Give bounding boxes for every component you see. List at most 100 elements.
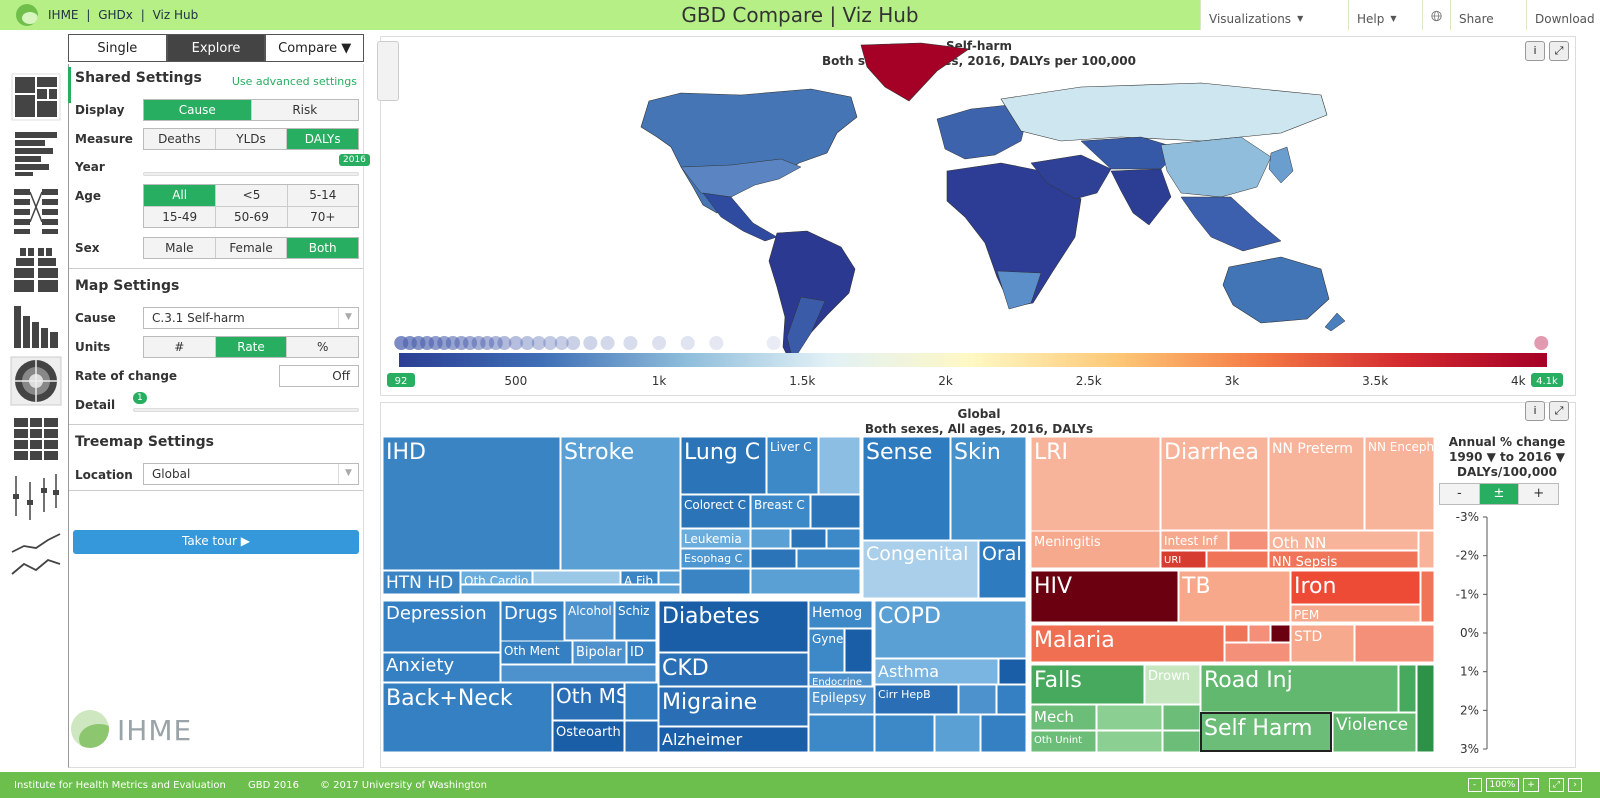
treemap-cell-migraine[interactable]: Migraine bbox=[658, 686, 809, 727]
treemap-cell-htnhd[interactable]: HTN HD bbox=[382, 570, 461, 595]
tab-compare[interactable]: Compare ▼ bbox=[265, 34, 365, 62]
treemap-cell-meningitis[interactable]: Meningitis bbox=[1030, 530, 1161, 569]
sex-male-option[interactable]: Male bbox=[165, 241, 194, 255]
treemap-cell[interactable] bbox=[1228, 530, 1269, 551]
treemap-cell[interactable] bbox=[874, 714, 935, 753]
treemap-cell-falls[interactable]: Falls bbox=[1030, 664, 1145, 705]
treemap-cell-diabetes[interactable]: Diabetes bbox=[658, 600, 809, 653]
treemap-cell-copd[interactable]: COPD bbox=[874, 600, 1027, 659]
help-menu[interactable]: Help ▼ bbox=[1348, 0, 1422, 30]
treemap-cell[interactable] bbox=[1206, 550, 1269, 569]
treemap-cell[interactable] bbox=[1162, 704, 1201, 731]
treemap-cell[interactable] bbox=[680, 568, 751, 595]
heatmap-viz-icon[interactable] bbox=[10, 414, 62, 464]
treemap-cell[interactable] bbox=[1420, 570, 1435, 623]
treemap-cell-ihd[interactable]: IHD bbox=[382, 436, 561, 571]
measure-ylds-option[interactable]: YLDs bbox=[214, 129, 287, 149]
tab-explore[interactable]: Explore bbox=[166, 34, 266, 62]
treemap-cell-lung[interactable]: Lung C bbox=[680, 436, 767, 495]
detail-slider[interactable] bbox=[133, 408, 359, 412]
map-zoom-control[interactable] bbox=[377, 41, 399, 101]
treemap-cell-leukemia[interactable]: Leukemia bbox=[680, 528, 751, 549]
treemap-cell[interactable] bbox=[750, 528, 791, 549]
measure-dalys-option[interactable]: DALYs bbox=[286, 129, 359, 149]
share-menu[interactable]: Share bbox=[1450, 0, 1526, 30]
treemap-cell-bipolar[interactable]: Bipolar bbox=[572, 640, 627, 665]
treemap-cell[interactable] bbox=[826, 528, 861, 549]
treemap-cell-alzheimer[interactable]: Alzheimer bbox=[658, 726, 809, 753]
treemap-cell[interactable] bbox=[958, 684, 997, 715]
treemap-cell-colorect[interactable]: Colorect C bbox=[680, 494, 751, 529]
treemap-cell-endocrine[interactable]: Endocrine bbox=[808, 672, 873, 688]
age-50-69-option[interactable]: 50-69 bbox=[215, 206, 287, 227]
treemap-cell-ckd[interactable]: CKD bbox=[658, 652, 809, 687]
scale-min-marker[interactable]: 92 bbox=[387, 373, 415, 387]
treemap-cell-uri[interactable]: URI bbox=[1160, 550, 1207, 569]
treemap-cell-nnsepsis[interactable]: NN Sepsis bbox=[1268, 550, 1419, 570]
treemap-cell-liver[interactable]: Liver C bbox=[766, 436, 819, 495]
line-chart-viz-icon[interactable] bbox=[10, 530, 62, 580]
treemap-cell-osteoarth[interactable]: Osteoarth bbox=[552, 720, 625, 753]
display-risk-option[interactable]: Risk bbox=[250, 100, 359, 120]
treemap-cell-selfharm[interactable]: Self Harm bbox=[1200, 712, 1333, 753]
treemap-cell-tb[interactable]: TB bbox=[1178, 570, 1291, 623]
language-menu[interactable] bbox=[1422, 0, 1450, 30]
age-under5-option[interactable]: <5 bbox=[215, 185, 286, 206]
visualizations-menu[interactable]: Visualizations ▼ bbox=[1200, 0, 1348, 30]
pyramid-viz-icon[interactable] bbox=[10, 244, 62, 294]
ihme-link[interactable]: IHME bbox=[48, 8, 79, 22]
treemap-cell-iron[interactable]: Iron bbox=[1290, 570, 1421, 605]
treemap-cell-skin[interactable]: Skin bbox=[950, 436, 1027, 541]
treemap-cell-esophag[interactable]: Esophag C bbox=[680, 548, 751, 569]
treemap-cell[interactable] bbox=[934, 714, 981, 753]
treemap-cell[interactable] bbox=[790, 528, 827, 549]
year-slider[interactable] bbox=[143, 172, 359, 176]
treemap-cell-diarrhea[interactable]: Diarrhea bbox=[1160, 436, 1269, 531]
treemap-cell-drown[interactable]: Drown bbox=[1144, 664, 1201, 705]
treemap-cell[interactable] bbox=[1248, 624, 1271, 643]
treemap-cell-sense[interactable]: Sense bbox=[862, 436, 951, 541]
units-rate-option[interactable]: Rate bbox=[214, 337, 287, 357]
age-all-option[interactable]: All bbox=[144, 185, 216, 206]
zoom-out-button[interactable]: - bbox=[1467, 778, 1482, 792]
treemap-cell-malaria[interactable]: Malaria bbox=[1030, 624, 1225, 663]
measure-deaths-option[interactable]: Deaths bbox=[158, 132, 201, 146]
vizhub-link[interactable]: Viz Hub bbox=[152, 8, 199, 22]
treemap-cell-nnpreterm[interactable]: NN Preterm bbox=[1268, 436, 1365, 531]
treemap-cell[interactable] bbox=[1224, 642, 1291, 663]
treemap-cell[interactable] bbox=[818, 436, 861, 495]
age-5-14-option[interactable]: 5-14 bbox=[286, 185, 358, 206]
treemap-cell[interactable] bbox=[1354, 624, 1435, 663]
treemap-cell[interactable] bbox=[750, 548, 797, 569]
treemap-cell-gyne[interactable]: Gyne bbox=[808, 628, 845, 673]
decrease-filter-button[interactable]: - bbox=[1440, 484, 1479, 504]
treemap-info-button[interactable]: i bbox=[1525, 401, 1545, 421]
take-tour-button[interactable]: Take tour ▶ bbox=[73, 530, 359, 554]
treemap-cell-othment[interactable]: Oth Ment bbox=[500, 640, 573, 665]
treemap-cell-intestinf[interactable]: Intest Inf bbox=[1160, 530, 1229, 551]
age-15-49-option[interactable]: 15-49 bbox=[144, 206, 216, 227]
uncertainty-viz-icon[interactable] bbox=[10, 472, 62, 522]
treemap-cell-depression[interactable]: Depression bbox=[382, 600, 501, 653]
tab-single[interactable]: Single bbox=[68, 34, 167, 62]
treemap-cell[interactable] bbox=[1416, 664, 1435, 753]
treemap-cell-backneck[interactable]: Back+Neck bbox=[382, 682, 553, 753]
both-filter-button[interactable]: ± bbox=[1478, 484, 1519, 504]
treemap-cell-hiv[interactable]: HIV bbox=[1030, 570, 1179, 623]
fullscreen-button[interactable]: ⤢ bbox=[1548, 778, 1564, 792]
treemap-cell-std[interactable]: STD bbox=[1290, 624, 1355, 663]
treemap-cell[interactable] bbox=[624, 682, 659, 721]
treemap-cell-breast[interactable]: Breast C bbox=[750, 494, 811, 529]
treemap-cell[interactable] bbox=[624, 720, 659, 753]
treemap-expand-button[interactable]: ⤢ bbox=[1549, 401, 1569, 421]
treemap-cell-nnenceph[interactable]: NN Enceph bbox=[1364, 436, 1435, 531]
treemap-cell-cirrhepb[interactable]: Cirr HepB bbox=[874, 684, 959, 715]
stacked-bar-viz-icon[interactable] bbox=[10, 128, 62, 178]
zoom-in-button[interactable]: + bbox=[1523, 778, 1539, 792]
treemap-cell[interactable] bbox=[996, 684, 1027, 715]
treemap-cell[interactable] bbox=[1398, 664, 1417, 713]
age-70plus-option[interactable]: 70+ bbox=[286, 206, 358, 227]
world-map[interactable] bbox=[381, 37, 1577, 397]
treemap-cell[interactable] bbox=[1418, 530, 1435, 569]
